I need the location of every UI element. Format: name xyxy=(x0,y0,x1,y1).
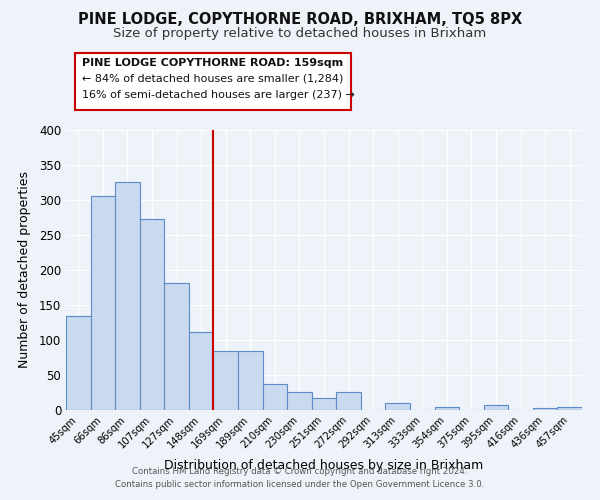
Bar xyxy=(312,398,336,410)
Bar xyxy=(189,332,214,410)
Bar xyxy=(287,392,312,410)
Bar xyxy=(91,196,115,410)
Bar xyxy=(115,182,140,410)
Text: 16% of semi-detached houses are larger (237) →: 16% of semi-detached houses are larger (… xyxy=(82,90,355,100)
Text: PINE LODGE, COPYTHORNE ROAD, BRIXHAM, TQ5 8PX: PINE LODGE, COPYTHORNE ROAD, BRIXHAM, TQ… xyxy=(78,12,522,28)
Bar xyxy=(434,406,459,410)
Bar xyxy=(484,405,508,410)
Bar xyxy=(533,408,557,410)
Text: PINE LODGE COPYTHORNE ROAD: 159sqm: PINE LODGE COPYTHORNE ROAD: 159sqm xyxy=(82,58,343,68)
Text: Contains public sector information licensed under the Open Government Licence 3.: Contains public sector information licen… xyxy=(115,480,485,489)
Text: Size of property relative to detached houses in Brixham: Size of property relative to detached ho… xyxy=(113,28,487,40)
Bar xyxy=(385,403,410,410)
Bar xyxy=(66,316,91,410)
Bar xyxy=(214,351,238,410)
Text: Contains HM Land Registry data © Crown copyright and database right 2024.: Contains HM Land Registry data © Crown c… xyxy=(132,467,468,476)
X-axis label: Distribution of detached houses by size in Brixham: Distribution of detached houses by size … xyxy=(164,459,484,472)
Text: ← 84% of detached houses are smaller (1,284): ← 84% of detached houses are smaller (1,… xyxy=(82,74,344,84)
Y-axis label: Number of detached properties: Number of detached properties xyxy=(17,172,31,368)
Bar xyxy=(164,282,189,410)
Bar xyxy=(263,384,287,410)
Bar xyxy=(140,219,164,410)
Bar xyxy=(557,407,582,410)
Bar xyxy=(336,392,361,410)
Bar xyxy=(238,351,263,410)
